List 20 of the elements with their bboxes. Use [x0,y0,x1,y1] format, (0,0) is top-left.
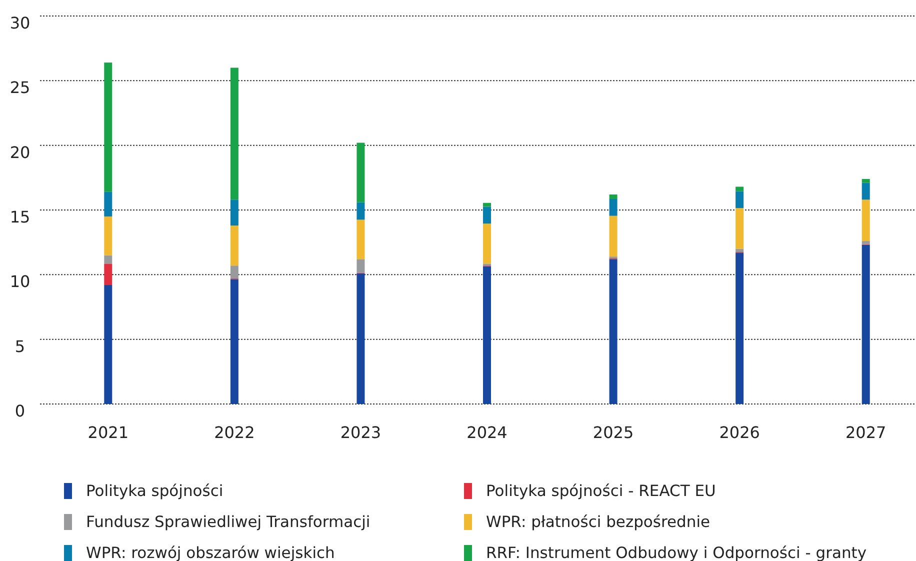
y-tick-label: 25 [10,78,30,98]
x-tick-label: 2022 [214,423,255,442]
y-tick-label: 0 [14,402,26,420]
y-tick-label: 15 [10,208,30,226]
legend-label: RRF: Instrument Odbudowy i Odporności - granty [486,544,867,561]
x-tick-label: 2021 [88,423,128,442]
legend-label: Polityka spójności [86,482,224,500]
x-tick-label: 2025 [592,423,634,442]
y-tick-label: 5 [14,336,26,356]
legend-label: WPR: płatności bezpośrednie [486,513,710,531]
x-tick-label: 2026 [719,423,760,442]
y-tick-label: 10 [10,272,30,292]
x-tick-label: 2027 [846,423,886,442]
legend-label: Polityka spójności - REACT EU [486,482,716,500]
legend-label: Fundusz Sprawiedliwej Transformacji [86,513,370,531]
y-tick-label: 30 [10,14,30,32]
x-tick-label: 2024 [466,423,508,442]
legend-label: WPR: rozwój obszarów wiejskich [86,544,335,561]
x-tick-label: 2023 [340,423,382,442]
y-tick-label: 20 [10,142,30,162]
